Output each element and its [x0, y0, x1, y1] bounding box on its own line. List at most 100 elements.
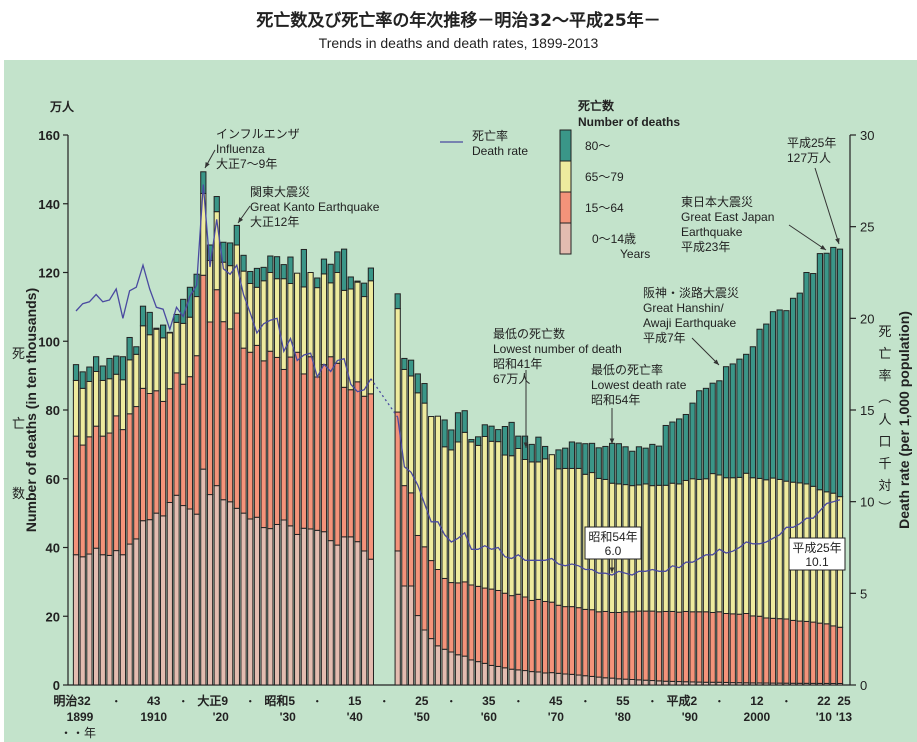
- bar-segment-age-0-14: [441, 648, 448, 686]
- bar-segment-age-65-79: [548, 454, 555, 603]
- bar-segment-age-65-79: [186, 316, 194, 378]
- bar-segment-age-65-79: [783, 480, 790, 620]
- annotation-influenza: Influenza: [216, 142, 265, 156]
- right-axis-title-ja-char: （: [877, 390, 892, 403]
- bar-segment-age-65-79: [79, 387, 86, 446]
- bar-segment-age-15-64: [662, 610, 669, 682]
- bar-segment-age-0-14: [354, 541, 361, 686]
- bar-segment-age-80-plus: [629, 450, 636, 487]
- bar-segment-age-80-plus: [180, 298, 187, 324]
- bar-segment-age-15-64: [220, 321, 227, 501]
- bar-segment-age-15-64: [729, 613, 736, 684]
- bar-segment-age-15-64: [635, 610, 643, 681]
- rate-callout-1979-arrow-head: [609, 567, 615, 573]
- bar-segment-age-15-64: [816, 622, 824, 684]
- bar-segment-age-0-14: [206, 494, 214, 686]
- bar-segment-age-15-64: [823, 623, 830, 684]
- legend-label: 80～: [585, 139, 610, 153]
- bar-segment-age-15-64: [562, 606, 569, 675]
- bar-segment-age-15-64: [528, 599, 535, 673]
- bar-segment-age-0-14: [160, 515, 167, 686]
- bar-segment-age-15-64: [448, 582, 455, 653]
- x-tick-dot: ・: [111, 696, 122, 708]
- bar-segment-age-65-79: [669, 482, 676, 612]
- left-axis-tick-label: 100: [38, 334, 60, 349]
- bar-segment-age-65-79: [193, 296, 200, 357]
- bar-segment-age-65-79: [776, 478, 783, 620]
- bar-segment-age-15-64: [629, 611, 636, 680]
- bar-segment-age-15-64: [72, 435, 80, 556]
- bar-segment-age-15-64: [468, 584, 475, 661]
- bar-segment-age-80-plus: [106, 357, 113, 380]
- bar-segment-age-65-79: [763, 479, 770, 619]
- bar-segment-age-65-79: [206, 259, 214, 323]
- bar-segment-age-15-64: [836, 626, 844, 684]
- bar-segment-age-80-plus: [722, 366, 730, 479]
- bar-segment-age-15-64: [119, 429, 127, 556]
- annotation-hanshin-earthquake: 阪神・淡路大震災: [643, 285, 739, 300]
- bar-segment-age-65-79: [160, 337, 167, 402]
- bar-segment-age-65-79: [133, 353, 140, 408]
- bar-segment-age-15-64: [481, 587, 488, 664]
- x-tick-label-era: 平成2: [667, 693, 698, 708]
- bar-segment-age-0-14: [334, 544, 341, 686]
- bar-segment-age-65-79: [448, 449, 455, 584]
- bar-segment-age-0-14: [515, 669, 522, 686]
- bar-segment-age-15-64: [307, 356, 314, 530]
- right-axis-title-ja-char: 人: [878, 412, 891, 427]
- legend-label: 0～14歳: [592, 232, 636, 246]
- bar-segment-age-80-plus: [575, 442, 582, 469]
- right-axis-title-en: Death rate (per 1,000 population): [896, 311, 912, 529]
- bar-segment-age-80-plus: [247, 270, 254, 284]
- bar-segment-age-0-14: [314, 529, 321, 686]
- right-axis-title-ja-char: ）: [877, 500, 892, 513]
- bar-segment-age-80-plus: [709, 382, 716, 475]
- bar-segment-age-0-14: [340, 536, 348, 686]
- legend-line-label-en: Death rate: [472, 144, 528, 158]
- left-axis-title-en: Number of deaths (in ten thousands): [23, 288, 39, 532]
- bar-segment-age-0-14: [401, 585, 408, 686]
- bar-segment-age-80-plus: [273, 256, 281, 280]
- annotation-kanto-earthquake: 大正12年: [250, 215, 299, 229]
- bar-segment-age-0-14: [153, 512, 160, 686]
- bar-segment-age-15-64: [461, 581, 468, 657]
- right-axis-title-ja-char: 千: [878, 456, 891, 471]
- bar-segment-age-80-plus: [166, 331, 173, 334]
- annotation-latest-deaths-arrow: [814, 167, 840, 245]
- x-tick-label-era: 15: [348, 694, 362, 708]
- rate-callout-1979-box: [584, 526, 642, 560]
- bar-segment-age-15-64: [428, 560, 435, 640]
- bar-segment-age-15-64: [709, 611, 716, 683]
- bar-segment-age-15-64: [615, 611, 622, 680]
- bar-segment-age-65-79: [394, 308, 401, 413]
- x-tick-dot: ・: [781, 696, 792, 708]
- bar-segment-age-65-79: [575, 467, 582, 609]
- x-tick-label-western: '10: [816, 710, 833, 724]
- bar-segment-age-15-64: [327, 356, 334, 542]
- bar-segment-age-80-plus: [769, 311, 777, 479]
- bar-segment-age-0-14: [300, 527, 307, 686]
- bar-segment-age-65-79: [153, 328, 160, 392]
- bar-segment-age-15-64: [722, 613, 730, 683]
- bar-segment-age-80-plus: [696, 390, 703, 480]
- bar-segment-age-65-79: [722, 477, 730, 614]
- death-rate-line: [75, 184, 372, 393]
- bar-segment-age-0-14: [501, 667, 509, 686]
- bar-segment-age-15-64: [233, 312, 240, 509]
- bar-segment-age-15-64: [300, 373, 307, 529]
- x-tick-label-era: 昭和5: [264, 693, 295, 708]
- bar-segment-age-80-plus: [126, 336, 133, 361]
- bar-segment-age-15-64: [454, 582, 462, 656]
- bar-segment-age-15-64: [696, 611, 703, 683]
- right-axis-title-ja-char: 死: [878, 324, 891, 339]
- legend-label: 15～64: [585, 201, 624, 215]
- bar-segment-age-15-64: [575, 607, 582, 676]
- x-tick-dot: ・: [714, 696, 725, 708]
- annotation-latest-deaths: 平成25年: [787, 136, 836, 150]
- bar-segment-age-0-14: [220, 499, 227, 686]
- bar-segment-age-15-64: [535, 598, 542, 673]
- bar-segment-age-15-64: [153, 390, 160, 514]
- bar-segment-age-65-79: [649, 485, 656, 612]
- x-tick-dot: ・: [446, 696, 457, 708]
